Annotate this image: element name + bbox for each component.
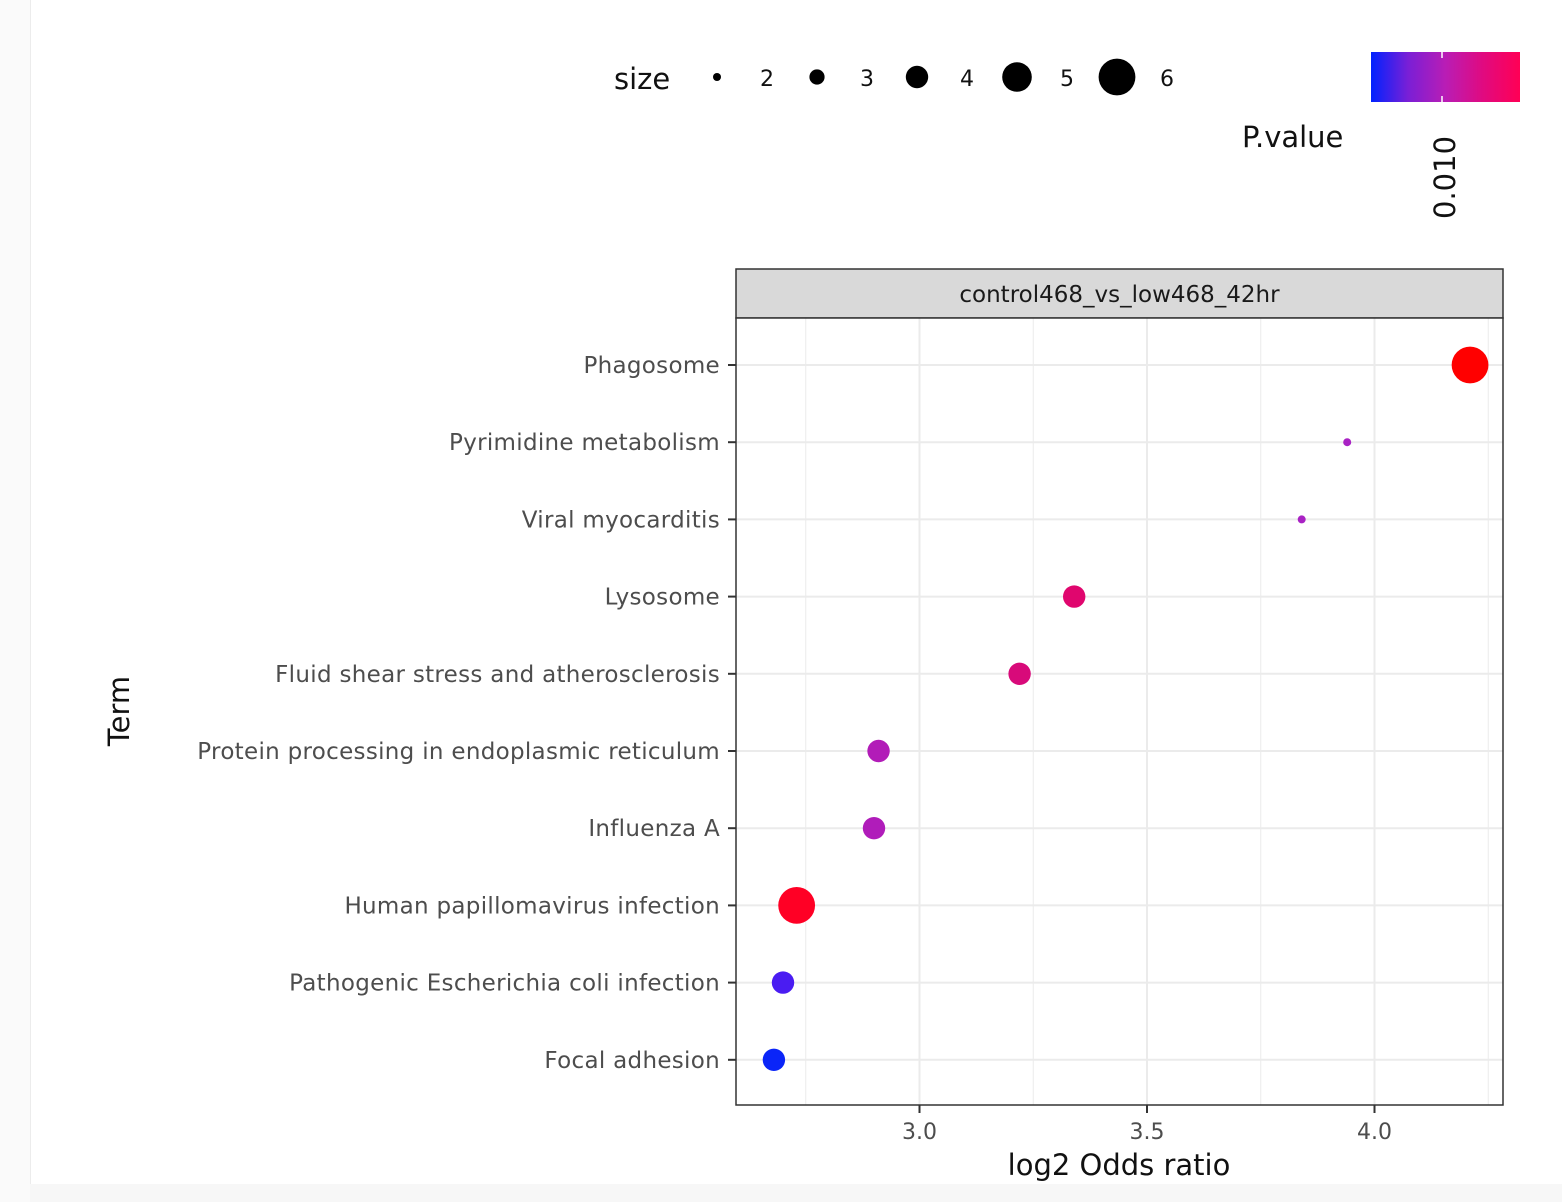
data-point [762,1048,786,1072]
y-tick-label: Pyrimidine metabolism [449,430,720,456]
size-legend-label: 2 [760,67,774,92]
y-tick-label: Human papillomavirus infection [344,893,720,919]
pvalue-tick-label: 0.010 [1428,136,1462,219]
data-points [762,346,1489,1072]
data-point [771,971,795,994]
size-legend-label: 4 [960,67,974,92]
size-legend-label: 6 [1160,67,1174,92]
y-axis-title: Term [102,676,136,747]
data-point [867,739,890,763]
size-legend-key [1002,62,1032,92]
size-legend: size 2 3 4 5 6 [614,58,1174,96]
size-legend-key [809,69,825,85]
y-tick-label: Focal adhesion [544,1048,720,1074]
x-axis: 3.0 3.5 4.0 [902,1105,1392,1145]
y-tick-label: Influenza A [588,816,720,842]
y-tick-label: Fluid shear stress and atherosclerosis [275,662,720,688]
bottom-margin [30,1184,1562,1202]
y-tick-label: Lysosome [605,585,720,611]
x-axis-title: log2 Odds ratio [1008,1148,1231,1182]
y-axis: Phagosome Pyrimidine metabolism Viral myoc… [197,353,736,1074]
data-point [1343,438,1352,447]
plot-panel [736,318,1503,1105]
size-legend-label: 5 [1060,67,1074,92]
data-point [862,817,886,840]
size-legend-label: 3 [860,67,874,92]
y-tick-label: Phagosome [583,353,720,379]
pvalue-colorbar [1371,52,1520,102]
size-legend-title: size [614,62,670,96]
y-tick-label: Protein processing in endoplasmic reticu… [197,739,720,765]
data-point [1063,585,1086,608]
panel-border [735,317,1504,1106]
pvalue-legend-title: P.value [1242,120,1343,154]
facet-label: control468_vs_low468_42hr [959,282,1280,308]
x-tick-label: 3.0 [902,1120,937,1145]
y-tick-label: Pathogenic Escherichia coli infection [289,971,720,997]
size-legend-key [1098,58,1136,96]
data-point [778,887,816,924]
pvalue-legend: P.value 0.010 [1242,52,1520,219]
data-point [1297,515,1306,524]
y-tick-label: Viral myocarditis [522,507,720,533]
data-point [1008,662,1031,685]
data-point [1451,346,1489,384]
x-tick-label: 3.5 [1130,1120,1165,1145]
left-margin [0,0,31,1202]
x-tick-label: 4.0 [1357,1120,1392,1145]
size-legend-key [905,65,929,89]
size-legend-key [713,73,721,81]
